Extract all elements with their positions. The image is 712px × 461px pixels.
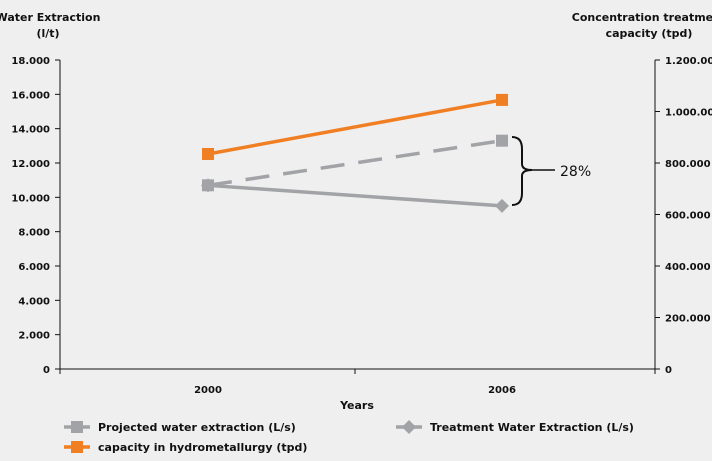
- series-line: [207, 138, 503, 188]
- left-axis-ticks: 0 2.000 4.000 6.000 8.000 10.000 12.000 14.000 1…: [11, 56, 60, 376]
- x-tick-label: 2006: [488, 385, 516, 396]
- left-tick-label: 6.000: [18, 262, 50, 273]
- left-axis-title-line-2: (l/t): [36, 27, 59, 40]
- square-marker: [202, 179, 214, 192]
- square-marker: [496, 134, 508, 147]
- left-tick-label: 18.000: [11, 56, 50, 67]
- right-tick-label: 600.000: [665, 211, 711, 222]
- right-tick-label: 200.000: [665, 314, 711, 325]
- series-line: [207, 183, 503, 208]
- left-tick-label: 14.000: [11, 125, 50, 136]
- x-axis-ticks: 2000 2006: [59, 369, 656, 396]
- left-tick-label: 8.000: [18, 228, 50, 239]
- left-tick-label: 16.000: [11, 90, 50, 101]
- right-axis-title-line-1: Concentration treatment: [572, 11, 712, 24]
- annotation-brace: [511, 136, 533, 206]
- legend-label: Projected water extraction (L/s): [98, 421, 296, 434]
- right-tick-label: 0: [665, 365, 672, 376]
- right-axis-title-line-2: capacity (tpd): [606, 27, 693, 40]
- right-tick-label: 1.000.000: [665, 108, 712, 119]
- left-tick-label: 4.000: [18, 296, 50, 307]
- diamond-marker: [495, 198, 509, 213]
- right-tick-label: 800.000: [665, 159, 711, 170]
- right-tick-label: 400.000: [665, 262, 711, 273]
- series-line: [207, 98, 503, 156]
- left-axis-title-line-1: Water Extraction: [0, 11, 100, 24]
- legend-diamond-marker: [402, 420, 416, 434]
- x-tick-label: 2000: [194, 385, 222, 396]
- x-axis-title: Years: [339, 399, 374, 412]
- legend-square-marker: [71, 421, 83, 433]
- right-axis-ticks: 0 200.000 400.000 600.000 800.000 1.000.000 1.…: [655, 56, 712, 376]
- legend: Projected water extraction (L/s) Treatmen…: [64, 420, 634, 454]
- square-marker: [202, 147, 214, 160]
- legend-label: capacity in hydrometallurgy (tpd): [98, 441, 307, 454]
- legend-label: Treatment Water Extraction (L/s): [430, 421, 634, 434]
- left-tick-label: 12.000: [11, 159, 50, 170]
- annotation-label: 28%: [560, 164, 591, 180]
- legend-square-marker: [71, 441, 83, 453]
- left-tick-label: 0: [43, 365, 50, 376]
- square-marker: [496, 93, 508, 106]
- right-tick-label: 1.200.000: [665, 56, 712, 67]
- series-layer: [201, 93, 509, 213]
- left-tick-label: 10.000: [11, 193, 50, 204]
- left-tick-label: 2.000: [18, 331, 50, 342]
